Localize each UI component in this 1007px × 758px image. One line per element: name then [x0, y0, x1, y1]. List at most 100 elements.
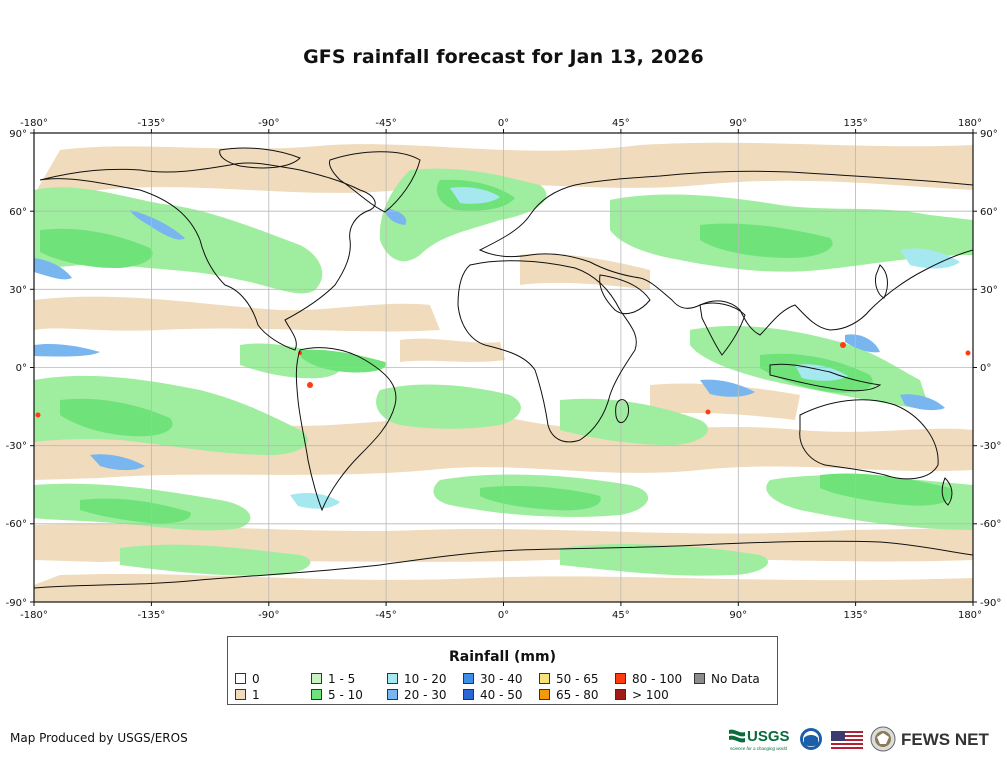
lat-label: -90°	[6, 598, 27, 609]
legend-title: Rainfall (mm)	[449, 649, 556, 665]
lat-label: 30°	[980, 285, 998, 296]
australia-outline	[799, 399, 939, 480]
lon-label: 135°	[844, 610, 868, 621]
madagascar-outline	[615, 399, 629, 424]
lat-label: -30°	[6, 441, 27, 452]
agency-logos: USGS science for a changing world FEWS N…	[729, 726, 989, 752]
indonesia-outline	[769, 363, 882, 392]
lat-label: -90°	[980, 598, 1001, 609]
eurasia-outline	[478, 170, 973, 336]
usgs-logo: USGS science for a changing world	[729, 728, 790, 751]
lon-label: -90°	[258, 118, 279, 129]
antarctica-outline	[34, 540, 973, 602]
lon-label: 180°	[958, 610, 982, 621]
usgs-wave-icon	[729, 735, 745, 743]
lon-label: 45°	[612, 610, 630, 621]
lon-label: 135°	[844, 118, 868, 129]
lon-label: 90°	[729, 118, 747, 129]
legend-label: 10 - 20	[404, 672, 447, 686]
lon-labels-top: -180° -135° -90° -45° 0° 45° 90° 135° 18…	[20, 118, 982, 129]
legend-swatch	[235, 673, 246, 684]
lat-label: 90°	[9, 129, 27, 140]
japan-outline	[875, 264, 888, 299]
legend-swatch	[463, 673, 474, 684]
legend-item: > 100	[615, 688, 669, 702]
greenland-outline	[329, 151, 421, 213]
lon-label: 180°	[958, 118, 982, 129]
lon-label: -180°	[20, 118, 48, 129]
north-america-outline	[39, 162, 376, 351]
lat-label: 90°	[980, 129, 998, 140]
lat-label: 60°	[9, 207, 27, 218]
lat-label: -60°	[980, 519, 1001, 530]
legend-item: 30 - 40	[463, 672, 523, 686]
legend-item: No Data	[694, 672, 760, 686]
legend-item: 1 - 5	[311, 672, 355, 686]
lon-label: -45°	[375, 610, 396, 621]
africa-outline	[457, 260, 637, 443]
legend-swatch	[539, 689, 550, 700]
tick-marks	[30, 129, 977, 606]
lat-label: 30°	[9, 285, 27, 296]
lat-label: -60°	[6, 519, 27, 530]
lon-label: -135°	[138, 118, 166, 129]
lat-labels-left: 90° 60° 30° 0° -30° -60° -90°	[6, 129, 27, 609]
lat-labels-right: 90° 60° 30° 0° -30° -60° -90°	[980, 129, 1001, 609]
lat-label: -30°	[980, 441, 1001, 452]
lat-label: 60°	[980, 207, 998, 218]
legend-item: 80 - 100	[615, 672, 682, 686]
lon-label: -90°	[258, 610, 279, 621]
legend-item: 50 - 65	[539, 672, 599, 686]
legend-swatch	[387, 673, 398, 684]
fews-net-wordmark: FEWS NET	[901, 730, 989, 749]
legend-label: 40 - 50	[480, 688, 523, 702]
new-zealand-outline	[941, 477, 953, 506]
arctic-islands-outline	[219, 147, 301, 169]
us-flag-icon	[831, 731, 863, 749]
legend-item: 5 - 10	[311, 688, 363, 702]
india-outline	[699, 302, 746, 356]
legend-item: 65 - 80	[539, 688, 599, 702]
map-credit: Map Produced by USGS/EROS	[10, 731, 188, 745]
legend-label: 30 - 40	[480, 672, 523, 686]
legend-item: 0	[235, 672, 260, 686]
legend-label: 0	[252, 672, 260, 686]
legend-label: 5 - 10	[328, 688, 363, 702]
lon-labels-bottom: -180° -135° -90° -45° 0° 45° 90° 135° 18…	[20, 610, 982, 621]
lon-label: -180°	[20, 610, 48, 621]
lon-label: -135°	[138, 610, 166, 621]
legend-item: 1	[235, 688, 260, 702]
lat-label: 0°	[980, 363, 991, 374]
state-department-seal-icon	[870, 726, 896, 752]
lon-label: 0°	[498, 610, 509, 621]
usgs-wordmark: USGS	[747, 728, 790, 745]
legend-swatch	[694, 673, 705, 684]
lon-label: -45°	[375, 118, 396, 129]
legend-label: 20 - 30	[404, 688, 447, 702]
legend-swatch	[463, 689, 474, 700]
legend-label: 1	[252, 688, 260, 702]
noaa-logo-icon	[800, 728, 822, 750]
legend-label: 50 - 65	[556, 672, 599, 686]
continent-outlines	[34, 147, 973, 602]
legend-swatch	[311, 689, 322, 700]
rain-band-20-40mm	[34, 208, 945, 471]
rain-band-10-20mm	[290, 187, 960, 509]
south-america-outline	[295, 347, 397, 512]
legend-item: 40 - 50	[463, 688, 523, 702]
lat-label: 0°	[16, 363, 27, 374]
lon-label: 45°	[612, 118, 630, 129]
legend-swatch	[387, 689, 398, 700]
lon-label: 90°	[729, 610, 747, 621]
legend-swatch	[615, 673, 626, 684]
arabia-outline	[599, 274, 651, 315]
legend-label: No Data	[711, 672, 760, 686]
legend-swatch	[235, 689, 246, 700]
legend-label: 80 - 100	[632, 672, 683, 686]
lon-label: 0°	[498, 118, 509, 129]
legend-item: 10 - 20	[387, 672, 447, 686]
legend-label: 65 - 80	[556, 688, 599, 702]
legend-item: 20 - 30	[387, 688, 447, 702]
map-title: GFS rainfall forecast for Jan 13, 2026	[303, 46, 704, 68]
